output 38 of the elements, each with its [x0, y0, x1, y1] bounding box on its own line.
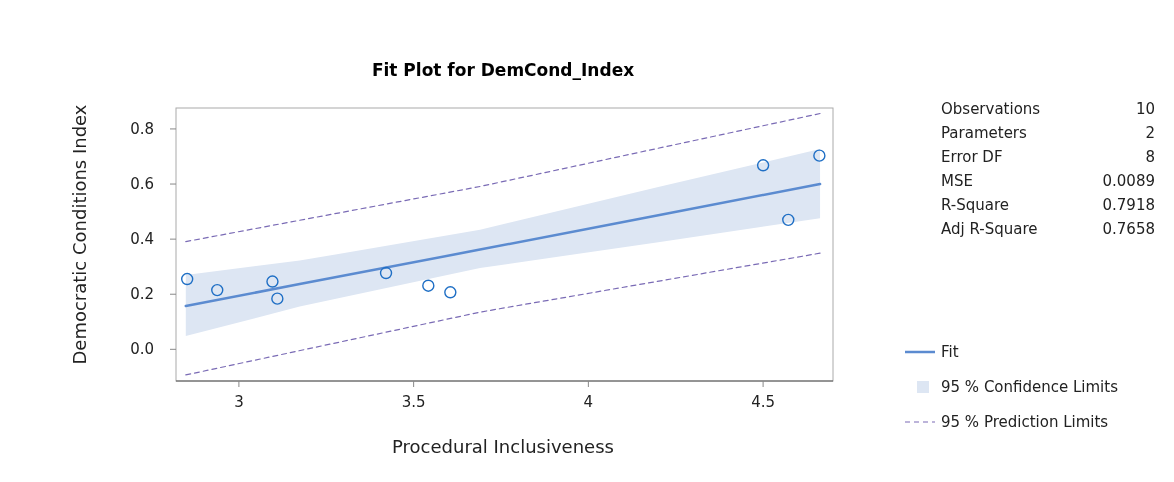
- y-tick-label: 0.2: [130, 285, 154, 304]
- text: 0.7658: [1102, 220, 1155, 238]
- y-tick-label: 0.6: [130, 175, 154, 194]
- text: Parameters: [941, 124, 1028, 142]
- point: [422, 279, 435, 292]
- x-tick-label: 4: [583, 393, 594, 411]
- legend-label: Fit: [941, 343, 959, 361]
- legend-label: 95 % Prediction Limits: [941, 413, 1109, 431]
- y-tick-label: 0.0: [130, 340, 154, 359]
- point: [444, 286, 457, 299]
- x-tick-label: 3.5: [401, 393, 426, 411]
- y-tick-label: 0.4: [130, 230, 154, 249]
- text: 95 % Confidence Limits: [941, 378, 1119, 396]
- x-tick-label: 3: [234, 393, 244, 411]
- line-series: [184, 182, 822, 308]
- text: 10: [1135, 100, 1155, 118]
- text: 0.0089: [1102, 172, 1155, 190]
- text: 2: [1145, 124, 1155, 142]
- point: [211, 283, 224, 297]
- text: Observations: [941, 100, 1041, 118]
- text: R-Square: [941, 196, 1010, 214]
- x-tick-label: 4.5: [751, 393, 776, 411]
- y-axis-title: Democratic Conditions Index: [69, 104, 90, 365]
- point: [782, 213, 795, 227]
- point: [266, 275, 279, 288]
- chart-title: Fit Plot for DemCond_Index: [371, 60, 635, 80]
- text: Error DF: [941, 148, 1003, 166]
- point: [756, 159, 770, 172]
- text: 8: [1145, 148, 1155, 166]
- x-axis-title: Procedural Inclusiveness: [392, 436, 614, 457]
- point: [271, 292, 284, 305]
- text: MSE: [941, 172, 973, 190]
- text: 0.7918: [1102, 196, 1155, 214]
- text: Adj R-Square: [941, 220, 1038, 238]
- point: [379, 266, 393, 280]
- point: [180, 272, 194, 286]
- y-tick-label: 0.8: [130, 119, 154, 138]
- point: [813, 149, 826, 162]
